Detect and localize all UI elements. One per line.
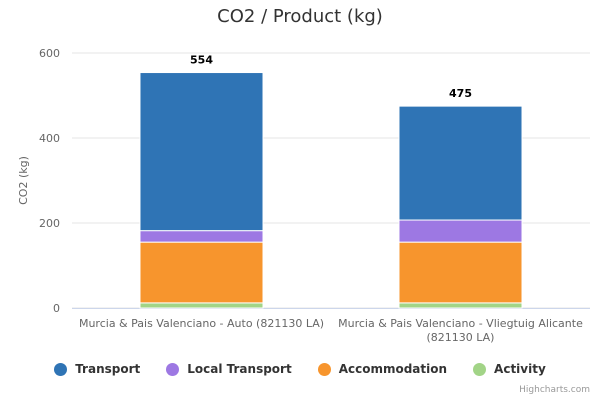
legend-item-local-transport[interactable]: Local Transport	[166, 362, 292, 376]
credits-link[interactable]: Highcharts.com	[519, 385, 590, 395]
chart-title: CO2 / Product (kg)	[217, 6, 383, 27]
bar-activity-2[interactable]	[398, 302, 523, 309]
legend-marker-accommodation	[317, 362, 331, 376]
data-label-total-2: 475	[449, 87, 472, 100]
x-category-label-1-line-1: Murcia & Pais Valenciano - Auto (821130 …	[79, 317, 324, 330]
legend-marker-local-transport	[166, 362, 180, 376]
legend-label-activity: Activity	[494, 362, 546, 376]
bar-accommodation-1[interactable]	[139, 241, 264, 304]
x-category-label-2-line-2: (821130 LA)	[427, 331, 495, 344]
bar-local-transport-1[interactable]	[139, 230, 264, 243]
bar-transport-1[interactable]	[139, 72, 264, 232]
bar-activity-1[interactable]	[139, 302, 264, 309]
data-label-total-1: 554	[190, 54, 213, 67]
x-category-label-2-line-1: Murcia & Pais Valenciano - Vliegtuig Ali…	[338, 317, 583, 330]
legend: Transport Local Transport Accommodation Act…	[0, 362, 600, 376]
bar-accommodation-2[interactable]	[398, 241, 523, 304]
y-axis-title: CO2 (kg)	[17, 156, 30, 205]
y-tick-label-600: 600	[39, 47, 60, 60]
legend-label-accommodation: Accommodation	[338, 362, 448, 376]
legend-marker-transport	[54, 362, 68, 376]
bar-transport-2[interactable]	[398, 105, 523, 221]
legend-item-transport[interactable]: Transport	[54, 362, 140, 376]
legend-item-accommodation[interactable]: Accommodation	[317, 362, 448, 376]
y-tick-label-0: 0	[53, 302, 60, 315]
legend-item-activity[interactable]: Activity	[473, 362, 546, 376]
y-tick-label-400: 400	[39, 132, 60, 145]
legend-marker-activity	[473, 362, 487, 376]
bar-local-transport-2[interactable]	[398, 219, 523, 243]
y-tick-label-200: 200	[39, 217, 60, 230]
legend-label-transport: Transport	[75, 362, 141, 376]
legend-label-local-transport: Local Transport	[187, 362, 292, 376]
